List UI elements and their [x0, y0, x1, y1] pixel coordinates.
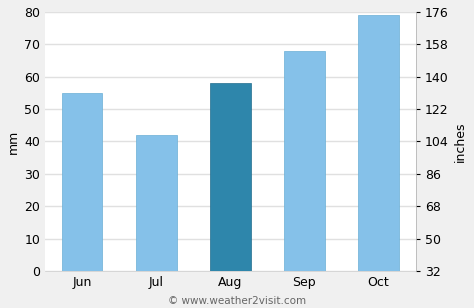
Bar: [210, 83, 251, 271]
Y-axis label: mm: mm: [7, 129, 20, 153]
Bar: [62, 93, 102, 271]
Bar: [358, 15, 399, 271]
Y-axis label: inches: inches: [454, 121, 467, 162]
Text: © www.weather2visit.com: © www.weather2visit.com: [168, 297, 306, 306]
Bar: [284, 51, 325, 271]
Bar: [136, 135, 176, 271]
